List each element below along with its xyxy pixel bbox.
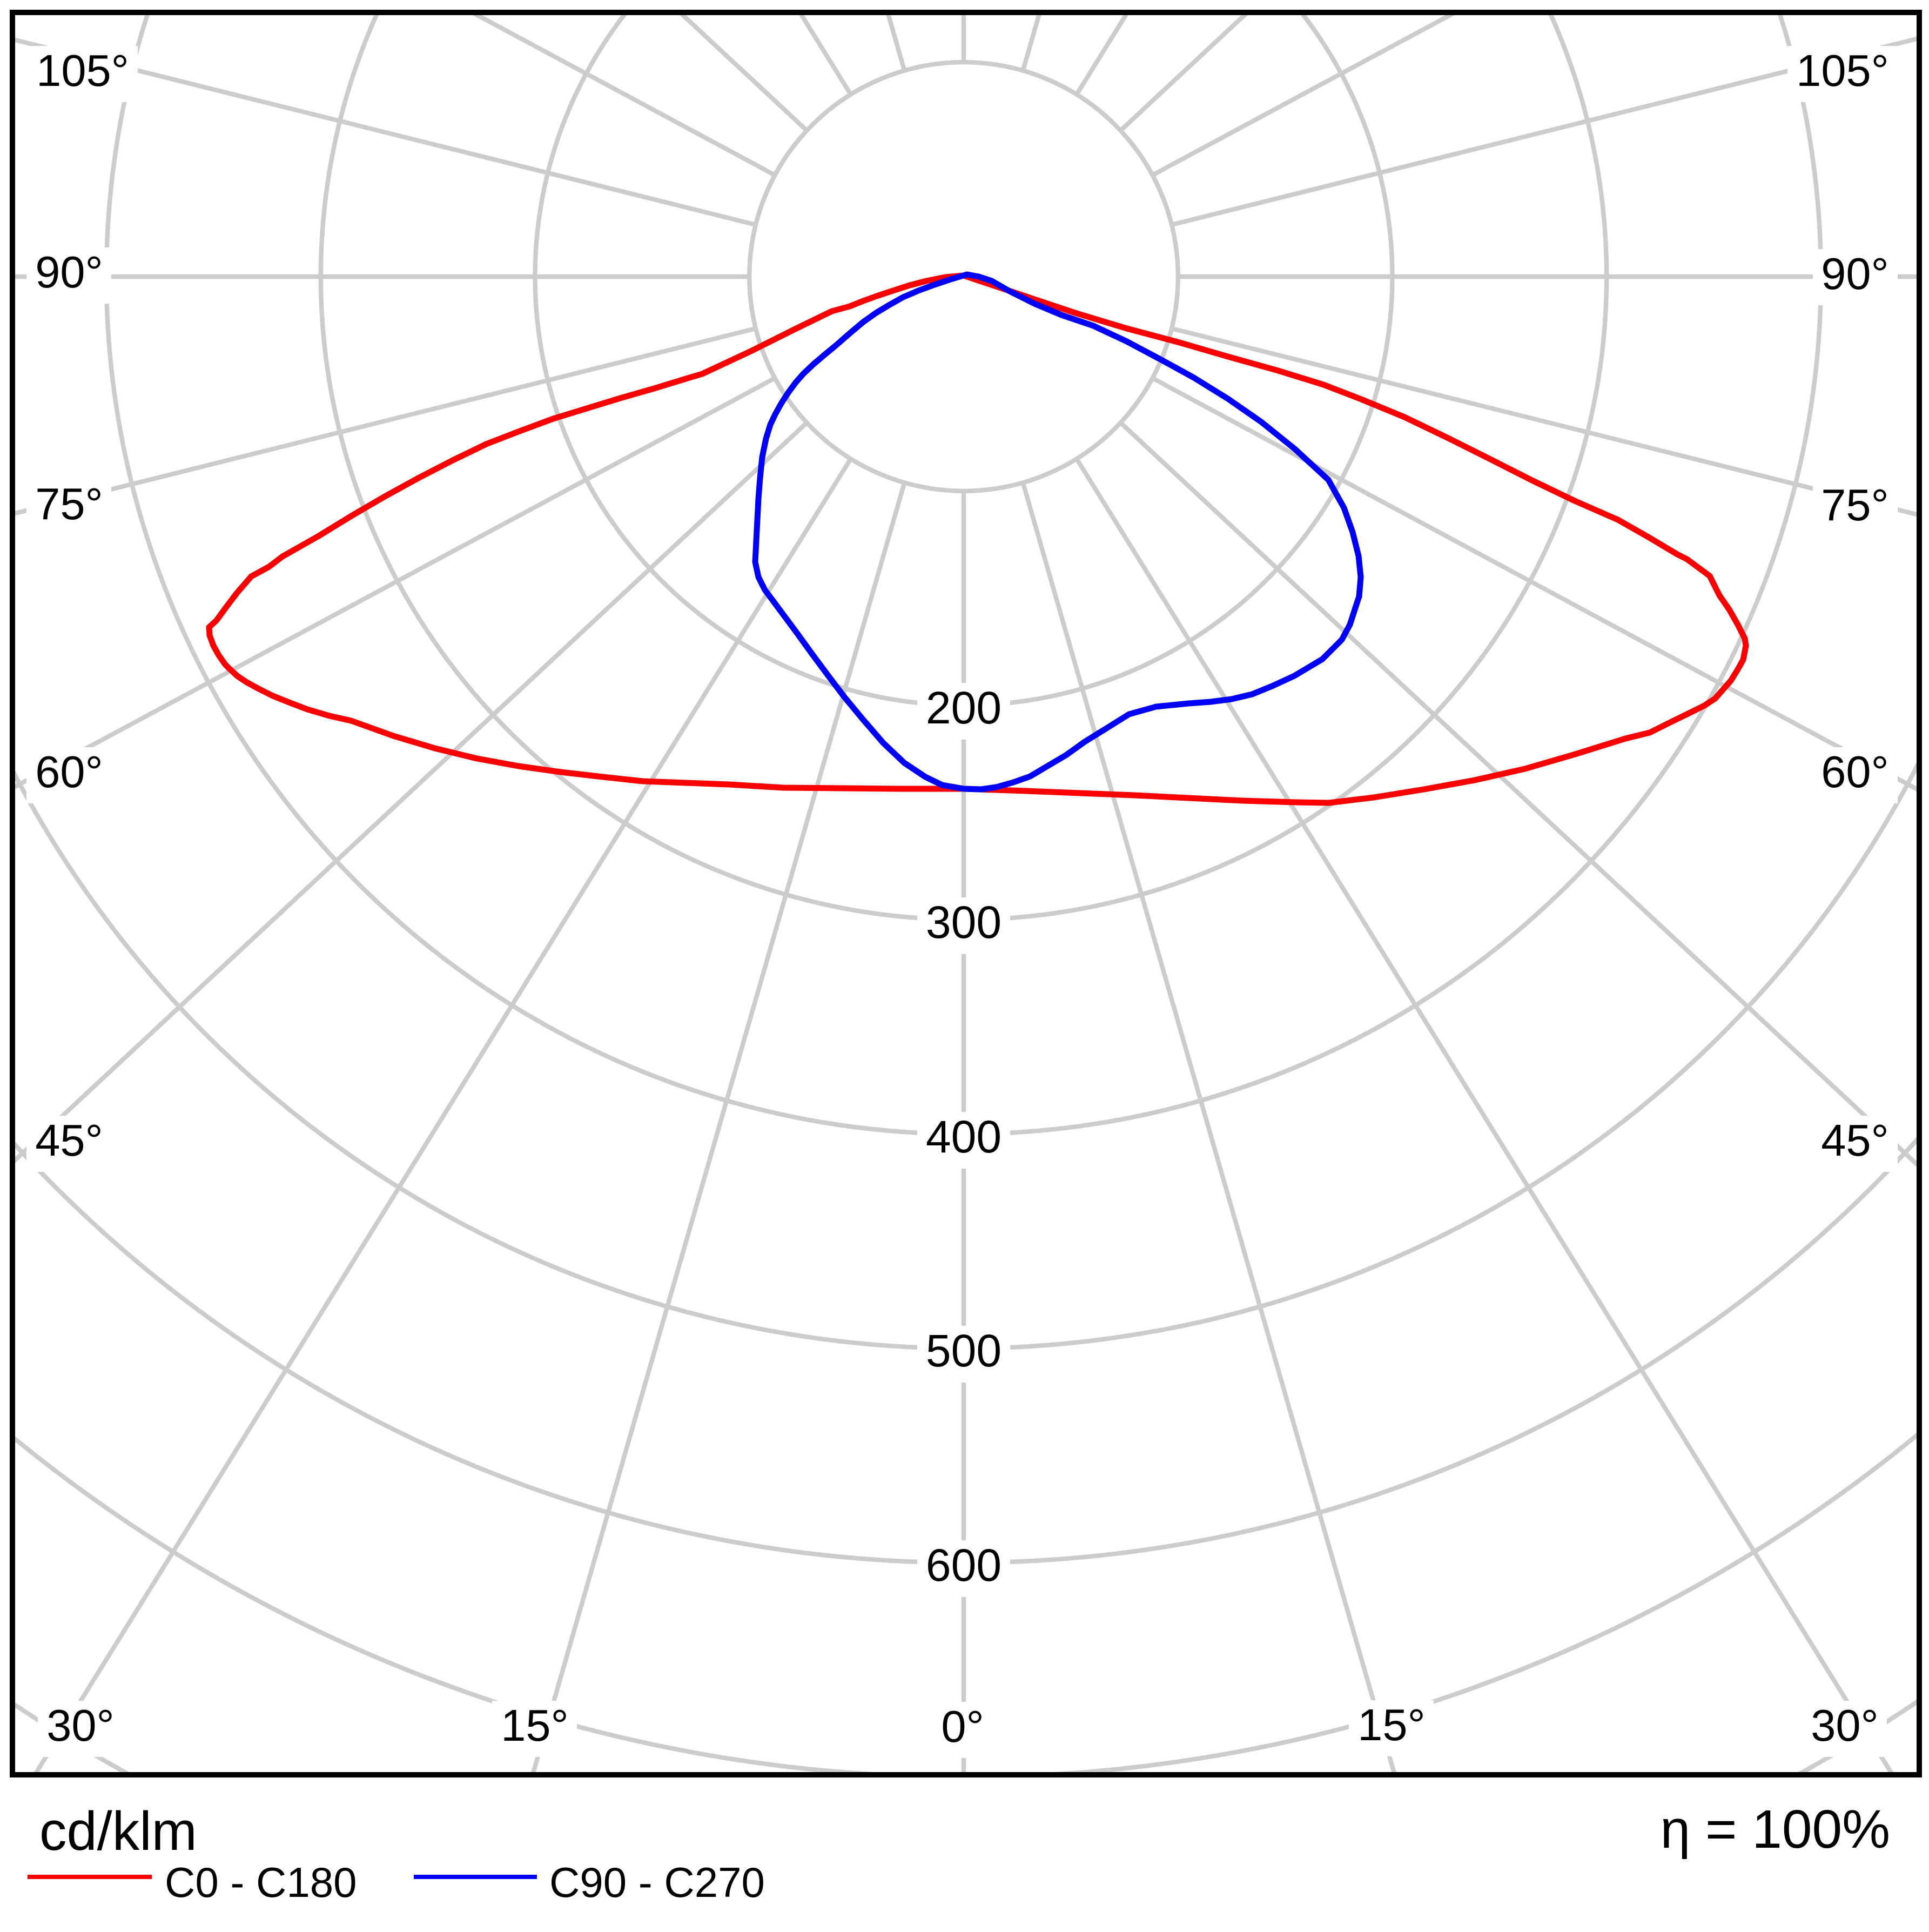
svg-text:300: 300 (926, 897, 1002, 948)
svg-text:500: 500 (926, 1325, 1002, 1376)
svg-text:C0 - C180: C0 - C180 (165, 1859, 357, 1906)
svg-text:200: 200 (926, 682, 1002, 733)
svg-text:15°: 15° (501, 1700, 569, 1750)
svg-text:75°: 75° (1821, 480, 1889, 530)
svg-text:30°: 30° (46, 1700, 115, 1750)
svg-text:45°: 45° (1821, 1115, 1889, 1165)
svg-text:0°: 0° (941, 1701, 984, 1752)
svg-text:60°: 60° (35, 747, 103, 797)
svg-text:15°: 15° (1357, 1700, 1426, 1750)
svg-text:30°: 30° (1811, 1700, 1879, 1750)
svg-text:75°: 75° (35, 479, 103, 529)
svg-text:60°: 60° (1821, 747, 1889, 797)
svg-text:105°: 105° (1796, 45, 1889, 96)
svg-text:cd/klm: cd/klm (39, 1801, 197, 1862)
svg-text:400: 400 (926, 1111, 1002, 1162)
svg-text:90°: 90° (35, 247, 103, 297)
svg-text:η = 100%: η = 100% (1661, 1799, 1890, 1860)
svg-text:600: 600 (926, 1540, 1002, 1591)
svg-text:90°: 90° (1821, 249, 1889, 299)
svg-text:C90 - C270: C90 - C270 (549, 1859, 765, 1906)
svg-text:105°: 105° (36, 45, 129, 96)
svg-text:45°: 45° (35, 1115, 103, 1165)
